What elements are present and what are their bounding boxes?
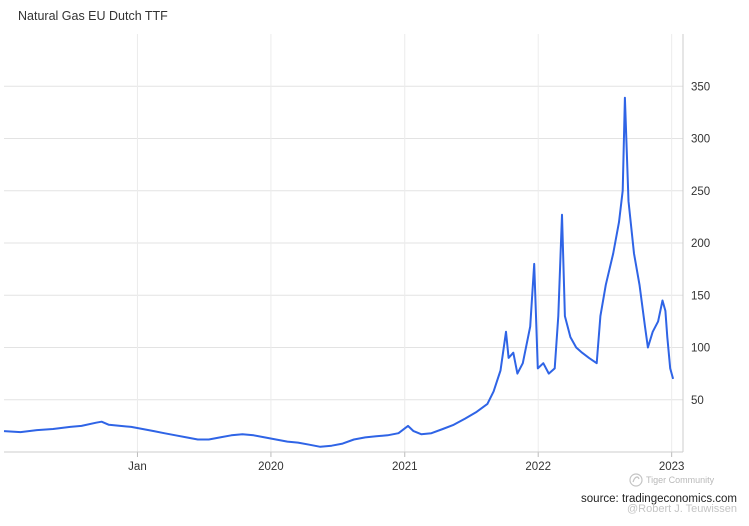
y-tick-label: 200 <box>691 238 710 250</box>
price-line <box>3 96 675 448</box>
tiger-logo-icon <box>629 473 643 487</box>
watermark-text: Tiger Community <box>646 475 715 485</box>
x-tick-label: 2021 <box>392 461 418 473</box>
y-tick-label: 300 <box>691 134 710 146</box>
y-tick-label: 150 <box>691 290 710 302</box>
x-tick-label: 2022 <box>525 461 551 473</box>
y-tick-label: 250 <box>691 186 710 198</box>
y-tick-label: 50 <box>691 395 704 407</box>
chart-title: Natural Gas EU Dutch TTF <box>18 9 168 23</box>
x-tick-label: 2020 <box>258 461 284 473</box>
x-tick-label: 2023 <box>659 461 685 473</box>
watermark: Tiger Community <box>629 473 714 487</box>
author-credit: @Robert J. Teuwissen <box>626 503 737 515</box>
y-tick-label: 100 <box>691 343 710 355</box>
source-label: source: tradingeconomics.com <box>581 493 737 505</box>
y-tick-label: 350 <box>691 81 710 93</box>
x-tick-label: Jan <box>128 461 147 473</box>
